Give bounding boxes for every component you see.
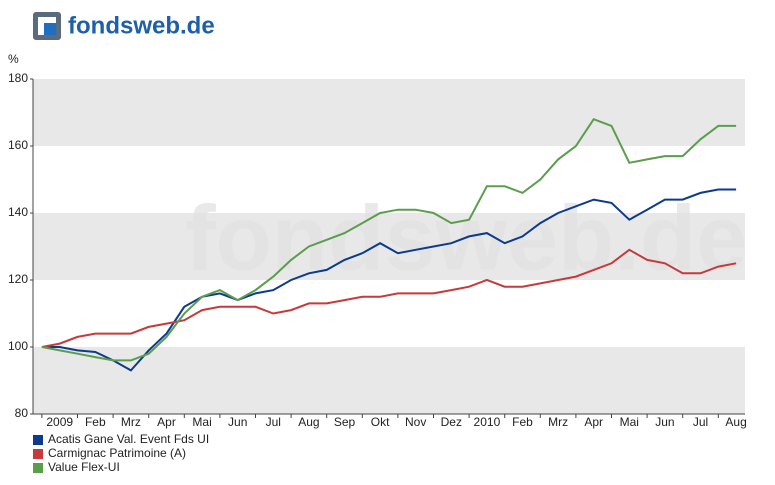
y-tick-label: 160 bbox=[8, 138, 28, 152]
logo-icon-square bbox=[44, 23, 56, 35]
y-tick-label: 100 bbox=[8, 339, 28, 353]
x-tick-label: 2010 bbox=[474, 415, 501, 429]
legend-label: Acatis Gane Val. Event Fds UI bbox=[48, 432, 209, 446]
x-tick-label: Jun bbox=[228, 415, 247, 429]
x-tick-label: Jul bbox=[266, 415, 281, 429]
x-tick-label: 2009 bbox=[46, 415, 73, 429]
x-tick-label: Jul bbox=[693, 415, 708, 429]
x-tick-label: Mrz bbox=[548, 415, 568, 429]
x-tick-label: Mrz bbox=[121, 415, 141, 429]
y-axis-label: % bbox=[8, 52, 19, 66]
legend-swatch bbox=[33, 463, 43, 473]
x-tick-label: Apr bbox=[157, 415, 176, 429]
grid-band bbox=[33, 79, 745, 146]
legend-label: Value Flex-UI bbox=[48, 460, 120, 474]
x-tick-label: Nov bbox=[405, 415, 426, 429]
legend-swatch bbox=[33, 449, 43, 459]
y-tick-label: 140 bbox=[8, 205, 28, 219]
legend-swatch bbox=[33, 435, 43, 445]
x-tick-label: Sep bbox=[334, 415, 356, 429]
series-line bbox=[41, 188, 737, 372]
x-tick-label: Jun bbox=[655, 415, 674, 429]
x-tick-label: Dez bbox=[441, 415, 462, 429]
x-tick-label: Apr bbox=[584, 415, 603, 429]
series-line bbox=[41, 117, 737, 362]
grid-band bbox=[33, 347, 745, 414]
x-tick-label: Aug bbox=[725, 415, 746, 429]
x-tick-label: Okt bbox=[371, 415, 390, 429]
x-tick-label: Aug bbox=[298, 415, 319, 429]
x-tick-label: Feb bbox=[512, 415, 533, 429]
y-tick-label: 80 bbox=[15, 406, 29, 420]
x-tick-label: Mai bbox=[620, 415, 639, 429]
legend-label: Carmignac Patrimoine (A) bbox=[48, 446, 186, 460]
grid-band bbox=[33, 213, 745, 280]
logo[interactable]: fondsweb.de bbox=[68, 12, 215, 39]
y-tick-label: 120 bbox=[8, 272, 28, 286]
y-tick-label: 180 bbox=[8, 71, 28, 85]
series-line bbox=[41, 248, 737, 348]
x-tick-label: Mai bbox=[192, 415, 211, 429]
x-tick-label: Feb bbox=[85, 415, 106, 429]
